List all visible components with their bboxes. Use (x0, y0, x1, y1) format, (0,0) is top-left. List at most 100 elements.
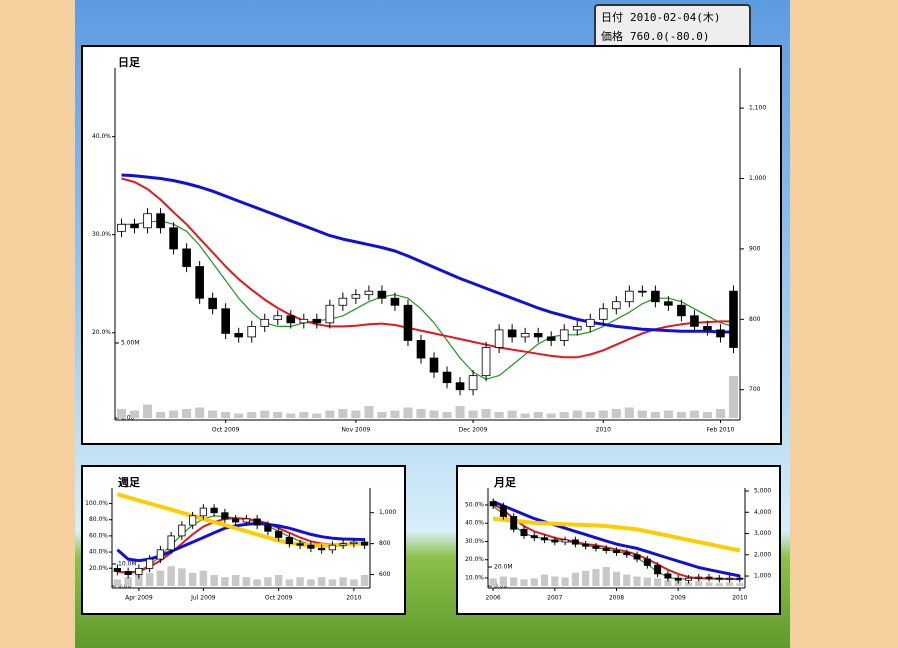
volume-bar (510, 577, 518, 586)
x-tick-label: Nov 2009 (341, 427, 370, 434)
candle-body (199, 507, 207, 517)
volume-bar (145, 572, 154, 586)
candle-body (260, 318, 270, 327)
volume-bar (210, 575, 218, 586)
volume-bar (307, 579, 315, 586)
candle-body (113, 567, 122, 572)
volume-bar (360, 575, 369, 586)
candle-body (234, 333, 244, 338)
y2-tick-label: 20.0% (89, 565, 108, 572)
candle-body (390, 297, 400, 306)
candle-body (135, 567, 143, 575)
volume-bar (624, 407, 634, 418)
volume-bar (540, 574, 549, 586)
volume-bar (116, 409, 127, 418)
x-tick-label: Oct 2009 (212, 427, 240, 434)
x-tick-label: Feb 2010 (707, 427, 735, 434)
candle-body (156, 213, 165, 229)
volume-bar (559, 412, 569, 418)
moving-average-line (492, 516, 741, 553)
candle-body (611, 301, 621, 310)
volume-bar (643, 577, 651, 586)
moving-average-line (116, 492, 365, 548)
moving-average-line (492, 500, 741, 578)
volume-bar (598, 410, 608, 418)
volume-bar (728, 376, 739, 418)
candle-body (716, 329, 725, 338)
volume-bar (612, 571, 621, 586)
candle-body (242, 518, 250, 523)
y-tick-label: 600 (379, 571, 391, 578)
candle-body (571, 539, 579, 545)
candle-body (221, 308, 230, 334)
volume-bar (582, 570, 590, 586)
volume-bar (182, 409, 192, 418)
volume-bar (351, 410, 361, 418)
candle-body (559, 329, 569, 341)
volume-bar (520, 579, 528, 586)
volume-bar (689, 410, 699, 418)
volume-bar (650, 412, 660, 418)
candle-body (169, 227, 178, 250)
volume-bar (350, 579, 358, 586)
candle-body (274, 530, 283, 538)
volume-bar (325, 410, 335, 418)
chart-frame (456, 465, 781, 615)
candle-body (377, 290, 387, 299)
volume-bar (663, 410, 673, 418)
volume-bar (571, 572, 579, 586)
x-tick-label: 2008 (609, 595, 624, 602)
volume-bar (416, 409, 426, 418)
volume-bar (468, 410, 478, 418)
y-tick-label: 2,000 (754, 551, 771, 558)
candle-body (328, 544, 336, 551)
volume-bar (167, 566, 175, 586)
candle-body (312, 318, 322, 324)
volume-bar (273, 412, 283, 418)
candle-body (360, 541, 369, 546)
candle-body (317, 547, 326, 551)
candle-body (520, 333, 530, 338)
candle-body (364, 290, 374, 296)
x-tick-label: 2010 (346, 595, 361, 602)
volume-bar (199, 570, 208, 586)
volume-bar (664, 580, 672, 586)
volume-bar (221, 577, 229, 586)
x-tick-label: 2010 (732, 595, 747, 602)
volume-bar (507, 410, 517, 418)
volume-bar (572, 410, 582, 418)
candle-body (499, 505, 507, 517)
volume-bar (561, 577, 569, 586)
candle-body (210, 507, 218, 514)
candle-body (442, 371, 452, 384)
volume-bar (715, 409, 726, 418)
volume-bar (551, 576, 559, 586)
y-tick-label: 1,100 (749, 105, 766, 112)
y2-tick-label: 30.0% (465, 538, 484, 545)
candle-body (296, 543, 304, 546)
candle-body (221, 512, 229, 520)
candle-body (598, 308, 608, 320)
candle-body (231, 518, 240, 523)
candle-body (273, 315, 283, 320)
candle-body (468, 375, 478, 391)
volume-bar (585, 412, 595, 418)
candle-body (651, 290, 660, 303)
volume-bar (364, 406, 374, 418)
volume-bar (296, 577, 304, 586)
candle-body (613, 550, 620, 554)
x-tick-label: 2010 (596, 427, 611, 434)
y2-tick-label: 30.0% (92, 231, 111, 238)
candle-body (351, 294, 361, 299)
volume-bar (328, 579, 337, 586)
volume-bar (129, 410, 140, 418)
volume-bar (377, 412, 387, 418)
x-tick-label: 2007 (547, 595, 562, 602)
y-tick-label: 800 (749, 316, 761, 323)
volume-bar (178, 568, 186, 586)
volume-bar (299, 412, 309, 418)
candle-body (546, 336, 556, 341)
chart-title: 月足 (493, 476, 517, 489)
